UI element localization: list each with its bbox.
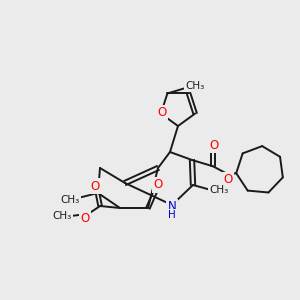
Text: CH₃: CH₃ (209, 185, 229, 195)
Text: O: O (209, 139, 219, 152)
Text: CH₃: CH₃ (52, 211, 72, 221)
Text: O: O (91, 179, 100, 193)
Text: CH₃: CH₃ (185, 81, 204, 91)
Text: O: O (153, 178, 163, 191)
Text: O: O (157, 106, 167, 119)
Text: CH₃: CH₃ (60, 195, 80, 205)
Text: O: O (80, 212, 90, 224)
Text: N: N (168, 200, 176, 214)
Text: O: O (224, 173, 233, 186)
Text: H: H (168, 210, 176, 220)
